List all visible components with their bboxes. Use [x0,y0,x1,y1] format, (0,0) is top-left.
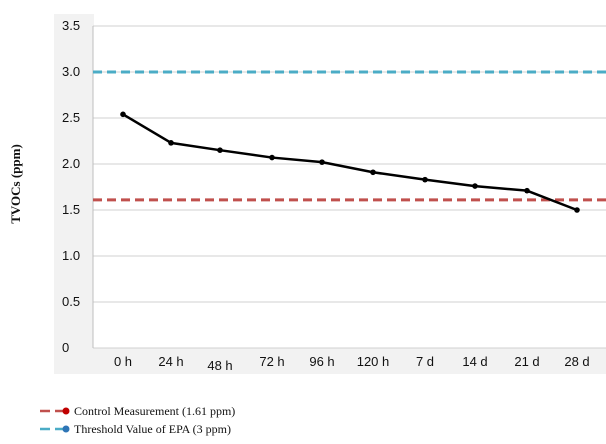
data-point [472,183,478,189]
legend-label: Control Measurement (1.61 ppm) [74,404,235,418]
y-tick-label: 2.0 [62,156,80,171]
data-point [269,154,275,161]
x-tick-label: 48 h [207,358,232,373]
data-point [120,111,126,118]
data-point [574,207,580,213]
y-tick-label: 1.0 [62,248,80,263]
legend-swatch-marker [62,425,70,433]
x-tick-label: 96 h [309,354,334,369]
y-tick-label: 3.0 [62,64,80,79]
x-tick-label: 24 h [158,354,183,369]
y-axis-panel [54,14,94,359]
plot-area [93,26,606,348]
data-point [370,169,376,176]
x-tick-label: 72 h [259,354,284,369]
data-point [319,159,325,165]
data-point [422,176,428,183]
y-tick-label: 1.5 [62,202,80,217]
x-tick-label: 21 d [514,354,539,369]
x-tick-label: 14 d [462,354,487,369]
series-line [122,113,578,212]
x-tick-label: 120 h [357,354,390,369]
y-tick-label: 0 [62,340,69,355]
y-tick-label: 0.5 [62,294,80,309]
ylabel-box [0,108,54,260]
data-point [217,147,223,153]
data-point [524,187,530,194]
legend-swatch-marker [62,407,70,415]
x-tick-label: 28 d [564,354,589,369]
y-axis-title: TVOCs (ppm) [8,144,23,224]
x-axis-panel [54,348,606,374]
y-tick-label: 2.5 [62,110,80,125]
data-point [168,140,174,146]
x-tick-label: 0 h [114,354,132,369]
x-tick-label: 7 d [416,354,434,369]
legend-label: Threshold Value of EPA (3 ppm) [74,422,231,436]
y-tick-label: 3.5 [62,18,80,33]
